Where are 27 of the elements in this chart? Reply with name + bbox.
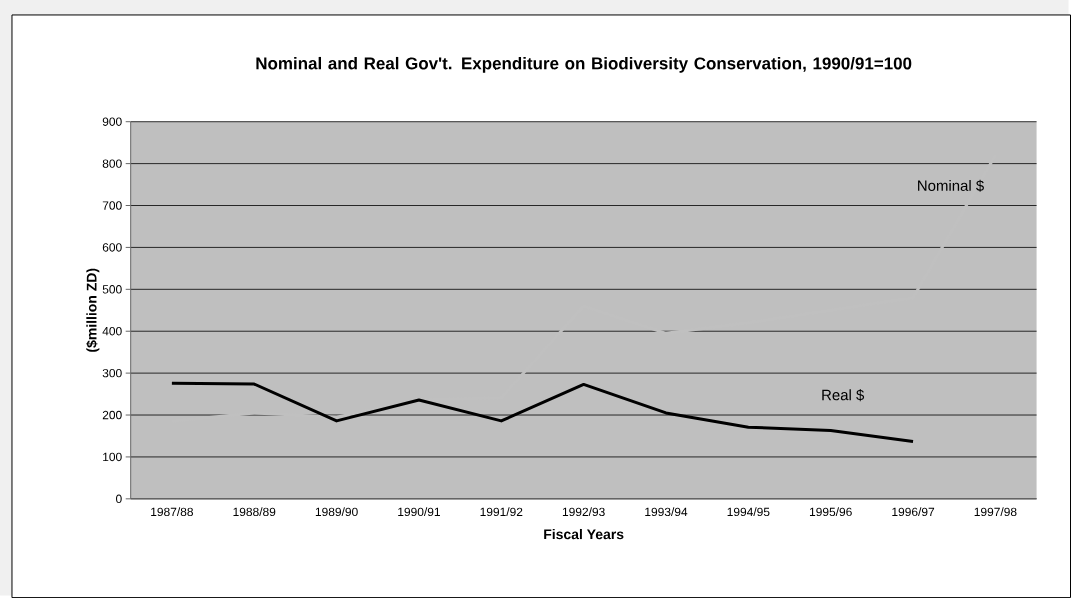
x-tick-label: 1989/90: [315, 507, 358, 517]
y-tick-label: 900: [102, 117, 122, 126]
x-tick-label: 1993/94: [645, 507, 688, 517]
series-label: Nominal $: [918, 179, 984, 192]
line-series: [170, 381, 915, 443]
y-tick-label: 0: [116, 494, 122, 504]
y-tick-label: 200: [102, 410, 122, 420]
x-tick-label: 1992/93: [562, 507, 605, 517]
x-tick-label: 1990/91: [398, 507, 440, 517]
y-tick-label: 400: [102, 326, 122, 336]
x-axis-title: Fiscal Years: [544, 528, 624, 540]
y-tick-label: 500: [102, 285, 122, 294]
x-tick-label: 1997/98: [974, 507, 1017, 517]
x-tick-label: 1994/95: [727, 507, 770, 517]
x-tick-label: 1988/89: [233, 507, 276, 517]
y-tick-label: 800: [102, 159, 122, 168]
y-tick-label: 300: [102, 368, 122, 378]
series-label: Real $: [822, 389, 865, 402]
x-tick-label: 1996/97: [892, 507, 935, 517]
x-tick-label: 1987/88: [151, 507, 193, 517]
chart-title: Nominal and Real Gov't. Expenditure on Biodiversity Conservation, 1990/91=100: [256, 56, 912, 73]
y-tick-label: 100: [103, 452, 122, 462]
x-tick-label: 1991/92: [480, 507, 523, 517]
y-axis-title: ($million ZD): [86, 268, 100, 352]
y-tick-label: 700: [102, 201, 122, 210]
x-tick-label: 1995/96: [809, 507, 852, 517]
y-tick-label: 600: [102, 243, 122, 252]
